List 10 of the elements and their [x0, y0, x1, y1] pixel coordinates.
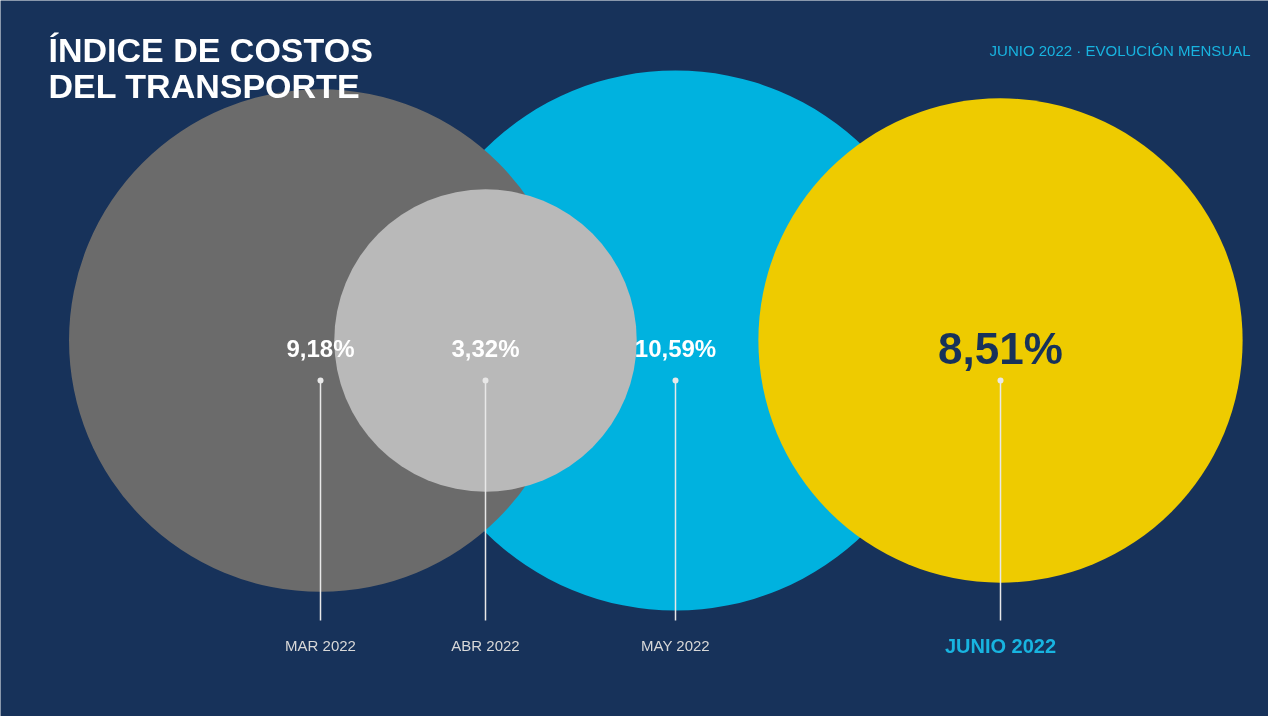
category-label: JUNIO 2022 [944, 634, 1057, 657]
data-label: 3,32% [451, 335, 520, 362]
category-label: MAY 2022 [641, 637, 710, 654]
category-label: MAR 2022 [285, 637, 356, 654]
data-label: 8,51% [938, 324, 1063, 373]
text: ÍNDICE DE COSTOS DEL TRANSPORTE [48, 30, 373, 105]
data-label: 9,18% [286, 335, 355, 362]
text: JUNIO 2022 · EVOLUCIÓN MENSUAL [989, 42, 1251, 59]
category-label: ABR 2022 [451, 637, 520, 654]
data-label: 10,59% [634, 335, 717, 362]
